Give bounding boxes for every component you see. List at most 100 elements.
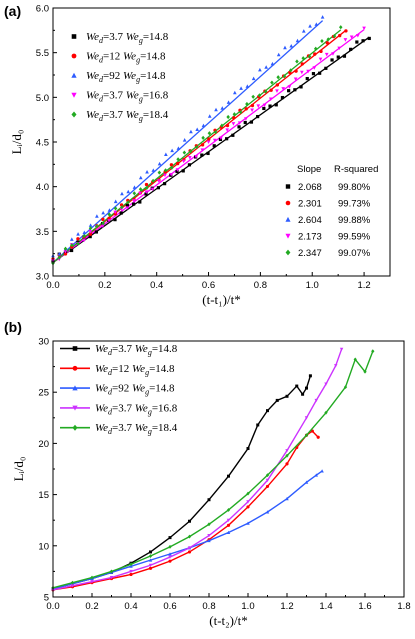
a-point-4-45: [332, 33, 337, 39]
a-table-r2-4: 99.07%: [338, 248, 371, 259]
b-point-0-9: [227, 474, 230, 478]
a-point-3-25: [206, 140, 211, 145]
a-point-4-2: [63, 246, 68, 251]
a-point-2-16: [151, 168, 156, 172]
a-legend-marker-4: [71, 111, 77, 118]
a-point-0-42: [311, 72, 316, 76]
a-point-0-33: [256, 114, 260, 119]
a-table-marker-3: [285, 233, 291, 239]
a-point-0-46: [336, 55, 340, 59]
a-point-1-4: [76, 237, 80, 241]
a-fit-line-0: [52, 36, 370, 264]
a-point-4-40: [301, 56, 305, 61]
a-point-0-44: [324, 66, 328, 70]
a-point-4-31: [245, 101, 249, 107]
a-point-3-46: [337, 46, 342, 51]
a-point-4-7: [95, 224, 99, 229]
b-point-4-3: [109, 569, 114, 574]
a-point-3-26: [212, 138, 217, 143]
a-point-1-28: [225, 123, 230, 128]
a-point-4-16: [151, 178, 155, 183]
a-point-4-21: [182, 150, 187, 155]
a-point-3-9: [107, 219, 111, 223]
b-point-2-8: [207, 538, 211, 543]
b-y-tick-label-5: 30: [38, 337, 49, 348]
a-point-2-34: [264, 65, 269, 69]
b-point-3-16: [334, 364, 338, 368]
b-point-4-2: [90, 575, 94, 580]
a-point-3-44: [324, 52, 329, 57]
a-legend-marker-2: [71, 72, 77, 78]
a-point-3-21: [181, 159, 186, 164]
a-legend-label-0: Wed=3.7 Weg=14.8: [86, 31, 169, 45]
a-y-tick-label-5: 5.5: [36, 48, 49, 59]
a-point-4-6: [88, 226, 93, 231]
a-y-tick-label-3: 4.5: [36, 138, 49, 149]
a-point-4-24: [201, 135, 205, 140]
a-point-3-20: [175, 168, 180, 172]
a-point-2-6: [88, 223, 93, 227]
a-table-header-slope: Slope: [297, 164, 321, 175]
a-point-2-18: [164, 152, 168, 156]
a-point-3-6: [88, 230, 93, 234]
b-point-3-10: [246, 500, 250, 504]
a-point-2-10: [113, 199, 118, 204]
b-legend-marker-3: [72, 405, 78, 411]
a-point-4-10: [113, 206, 118, 211]
a-point-4-44: [326, 37, 330, 42]
b-point-4-17: [363, 369, 367, 374]
panel-b-label: (b): [4, 319, 22, 335]
b-point-3-3: [109, 576, 114, 580]
a-point-2-35: [270, 61, 275, 66]
a-point-1-32: [250, 103, 255, 108]
b-point-2-5: [148, 558, 153, 562]
panel-a: (a) 0.0 0.2 0.4 0.6 0.8 1.0 1.2 3.0 3.5 4.0 4.5 5.0…: [4, 3, 391, 307]
a-point-2-29: [232, 90, 237, 95]
b-point-4-5: [148, 554, 153, 558]
a-point-0-30: [237, 125, 241, 129]
b-point-4-16: [353, 357, 357, 362]
a-point-3-16: [150, 187, 155, 192]
a-table-marker-4: [285, 249, 291, 256]
a-point-3-14: [138, 191, 142, 196]
b-x-tick-label-1: 0.2: [85, 601, 98, 612]
a-point-0-18: [163, 182, 167, 186]
b-point-0-14: [285, 394, 289, 398]
b-point-1-7: [187, 550, 192, 554]
a-point-0-39: [293, 88, 297, 92]
a-point-1-20: [175, 161, 180, 166]
a-point-0-34: [262, 106, 266, 111]
a-point-3-49: [356, 34, 360, 38]
a-point-0-31: [243, 120, 247, 125]
a-point-0-6: [88, 235, 92, 239]
a-point-4-20: [176, 157, 180, 162]
a-point-2-5: [82, 230, 87, 234]
b-x-tick-label-7: 1.4: [319, 601, 332, 612]
b-point-4-10: [246, 491, 250, 496]
a-x-tick-label-2: 0.4: [150, 280, 163, 291]
a-point-2-26: [214, 107, 218, 112]
b-x-tick-label-3: 0.6: [163, 601, 176, 612]
a-point-1-42: [313, 52, 317, 56]
a-point-2-33: [258, 67, 262, 72]
a-point-2-42: [314, 22, 319, 26]
a-point-0-40: [299, 85, 303, 89]
a-legend-marker-3: [71, 92, 77, 98]
a-point-1-25: [207, 137, 211, 141]
a-table-slope-2: 2.604: [298, 215, 322, 226]
a-point-4-9: [107, 212, 112, 217]
a-point-3-39: [293, 77, 298, 81]
a-point-3-10: [113, 210, 118, 215]
b-point-1-16: [316, 435, 320, 439]
a-fit-line-2: [52, 20, 324, 264]
a-point-0-43: [318, 71, 322, 75]
a-point-3-8: [100, 224, 105, 228]
a-point-2-9: [107, 208, 112, 212]
a-point-4-8: [101, 221, 105, 226]
a-point-3-24: [200, 148, 205, 152]
a-point-1-6: [88, 232, 93, 236]
a-point-2-12: [126, 189, 131, 194]
a-point-3-31: [244, 117, 248, 121]
b-legend-marker-1: [72, 365, 78, 371]
b-point-0-11: [256, 423, 260, 427]
